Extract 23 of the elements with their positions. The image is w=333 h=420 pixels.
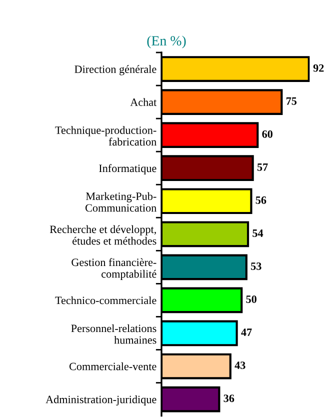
y-tick-label: Gestion financière- comptabilité	[72, 258, 156, 280]
data-label: 92	[313, 64, 324, 72]
data-label: 57	[257, 163, 268, 171]
y-tick-label: Achat	[130, 98, 157, 106]
data-label: 60	[262, 130, 272, 138]
y-tick-label: Direction générale	[74, 65, 156, 76]
data-label: 54	[252, 230, 264, 237]
data-label: 56	[256, 196, 266, 204]
y-tick-label: Technique-production- fabrication	[55, 126, 156, 146]
data-label: 36	[224, 394, 234, 402]
y-tick-label: Informatique	[99, 164, 156, 174]
data-label: 50	[246, 295, 256, 303]
data-label: 43	[234, 362, 246, 370]
y-tick-label: Marketing-Pub- Communication	[86, 192, 156, 212]
data-label: 47	[241, 328, 252, 336]
data-label: 75	[286, 97, 297, 105]
y-tick-label: Administration-juridique	[46, 395, 156, 406]
chart-title: (En %)	[147, 36, 186, 48]
y-tick-label: Recherche et développt, études et méthodes	[50, 225, 156, 245]
y-tick-label: Commerciale-vente	[69, 362, 156, 370]
data-label: 53	[251, 262, 262, 270]
y-tick-label: Personnel-relations humaines	[71, 324, 156, 344]
y-tick-label: Technico-commerciale	[55, 296, 156, 304]
